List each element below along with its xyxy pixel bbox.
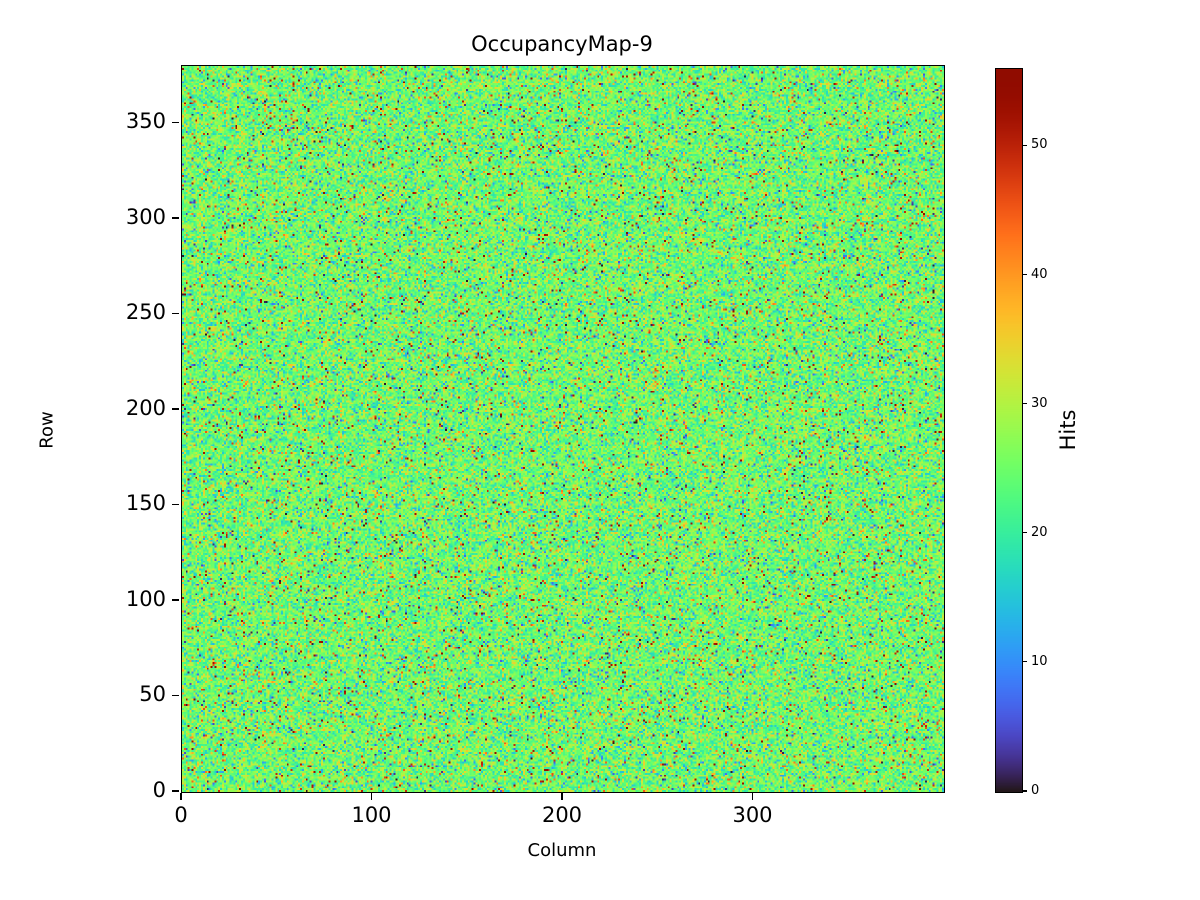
y-tick-label: 300 [125,204,166,229]
x-tick-mark [370,793,373,800]
colorbar-tick-mark [1023,273,1027,276]
x-tick-label: 100 [351,803,392,827]
x-tick-mark [561,793,563,800]
colorbar-tick-label: 10 [1031,653,1048,669]
y-tick-label: 350 [125,109,166,134]
colorbar-tick-label: 50 [1031,137,1048,153]
x-tick-mark [751,793,754,800]
y-tick-mark [172,503,179,506]
colorbar-tick-mark [1023,144,1027,147]
y-tick-mark [172,599,179,601]
colorbar-tick-label: 40 [1031,266,1048,282]
x-tick-mark [180,793,182,800]
heatmap-canvas [182,66,944,792]
colorbar-tick-mark [1023,661,1027,663]
y-tick-label: 250 [125,300,166,325]
colorbar-tick-mark [1023,790,1027,792]
y-tick-mark [172,312,179,315]
colorbar-tick-label: 0 [1031,783,1040,798]
y-tick-mark [172,408,179,410]
colorbar-tick-mark [1023,532,1027,534]
colorbar-tick-mark [1023,403,1027,405]
x-tick-label: 200 [541,803,583,827]
y-tick-label: 200 [125,395,166,420]
y-axis-label: Row [36,411,58,449]
colorbar-canvas [996,69,1022,792]
plot-area [181,65,945,793]
x-tick-label: 0 [174,803,188,827]
y-tick-mark [172,217,179,219]
y-tick-label: 50 [139,682,166,707]
colorbar-label: Hits [1056,409,1080,451]
y-tick-mark [172,121,179,124]
y-tick-mark [172,790,179,792]
chart-title: OccupancyMap-9 [471,32,653,56]
y-tick-label: 100 [125,586,166,611]
y-tick-mark [172,694,179,697]
colorbar-tick-label: 20 [1031,524,1048,540]
colorbar [995,68,1023,793]
x-axis-label: Column [527,840,597,861]
x-tick-label: 300 [732,803,773,827]
y-tick-label: 150 [125,491,166,516]
y-tick-label: 0 [152,778,166,802]
colorbar-tick-label: 30 [1031,395,1048,411]
